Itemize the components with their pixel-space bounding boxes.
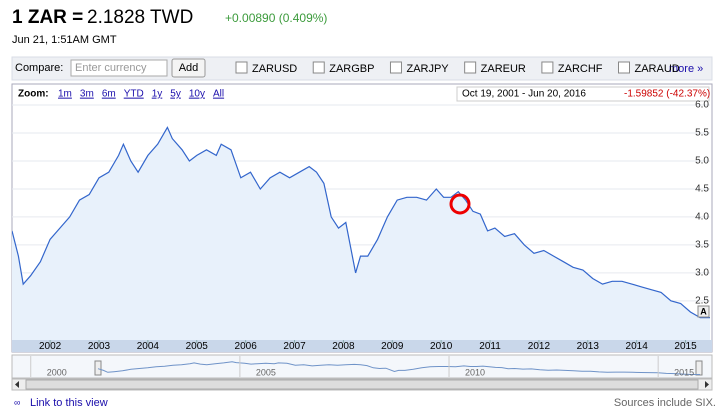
rate-change: +0.00890 (0.409%): [225, 11, 327, 25]
currency-input[interactable]: [70, 59, 168, 77]
checkbox[interactable]: [464, 61, 477, 74]
y-tick-label: 3.0: [695, 268, 709, 279]
area: [12, 127, 710, 340]
x-tick-label: 2005: [186, 341, 209, 352]
zoom-option[interactable]: 6m: [102, 89, 116, 100]
range-change: -1.59852 (-42.37%): [624, 89, 710, 100]
scroll-thumb[interactable]: [25, 379, 699, 390]
checkbox-label: ZARCHF: [558, 63, 603, 75]
compare-label: Compare:: [15, 62, 63, 74]
navigator-label: 2000: [47, 367, 67, 377]
x-tick-label: 2004: [137, 341, 160, 352]
timestamp: Jun 21, 1:51AM GMT: [12, 34, 117, 46]
x-tick-label: 2015: [674, 341, 697, 352]
zoom-option[interactable]: 1m: [58, 89, 72, 100]
checkbox-label: ZARJPY: [406, 63, 449, 75]
y-tick-label: 4.5: [695, 184, 709, 195]
y-tick-label: 6.0: [695, 100, 709, 111]
checkbox[interactable]: [235, 61, 248, 74]
sources: Sources include SIX.: [614, 397, 716, 409]
y-tick-label: 5.0: [695, 156, 709, 167]
navigator-handle[interactable]: [94, 360, 102, 376]
x-tick-label: 2012: [528, 341, 551, 352]
add-button[interactable]: [171, 58, 206, 78]
navigator-handle[interactable]: [695, 360, 703, 376]
checkbox[interactable]: [312, 61, 325, 74]
zoom-option[interactable]: All: [213, 89, 224, 100]
checkbox[interactable]: [389, 61, 402, 74]
x-tick-label: 2008: [332, 341, 355, 352]
navigator-label: 2010: [465, 367, 485, 377]
more-link[interactable]: more »: [669, 63, 703, 75]
x-tick-label: 2006: [235, 341, 258, 352]
axis-end-marker-label: A: [700, 306, 707, 316]
x-tick-label: 2014: [626, 341, 649, 352]
zoom-option[interactable]: 5y: [170, 89, 181, 100]
x-axis-band: [12, 340, 712, 352]
x-tick-label: 2009: [381, 341, 404, 352]
link-icon: ∞: [14, 397, 20, 407]
line: [12, 126, 710, 319]
axis-end-marker: [697, 305, 710, 318]
range: Oct 19, 2001 - Jun 20, 2016: [462, 89, 586, 100]
zoom-option[interactable]: YTD: [124, 89, 144, 100]
highlight-circle: [449, 193, 471, 215]
x-tick-label: 2010: [430, 341, 453, 352]
zoom-option[interactable]: 10y: [189, 89, 205, 100]
zoom-option[interactable]: 1y: [152, 89, 163, 100]
pair: 1 ZAR =: [12, 7, 83, 28]
y-tick-label: 3.5: [695, 240, 709, 251]
navigator: [11, 354, 713, 379]
x-tick-label: 2013: [577, 341, 600, 352]
zoom-label: Zoom:: [18, 89, 49, 100]
add-button-label: Add: [179, 62, 199, 74]
range-box: [456, 86, 710, 102]
link-to-view[interactable]: Link to this view: [30, 397, 108, 409]
checkbox-label: ZARUSD: [252, 63, 297, 75]
checkbox-label: ZAREUR: [481, 63, 526, 75]
checkbox[interactable]: [618, 61, 630, 74]
x-tick-label: 2003: [88, 341, 111, 352]
checkbox-label: ZARAUD: [635, 63, 680, 75]
x-tick-label: 2007: [283, 341, 306, 352]
y-tick-label: 5.5: [695, 128, 709, 139]
x-tick-label: 2002: [39, 341, 62, 352]
navigator-line: [97, 361, 700, 375]
checkbox-label: ZARGBP: [329, 63, 374, 75]
navigator-label: 2005: [256, 367, 276, 377]
y-tick-label: 2.5: [695, 295, 709, 306]
y-tick-label: 4.0: [695, 212, 709, 223]
checkbox[interactable]: [541, 61, 554, 74]
x-tick-label: 2011: [479, 341, 501, 352]
navigator-label: 2015: [674, 367, 694, 377]
input-placeholder: Enter currency: [75, 62, 147, 74]
zoom-option[interactable]: 3m: [80, 89, 94, 100]
rate: 2.1828 TWD: [87, 7, 193, 28]
